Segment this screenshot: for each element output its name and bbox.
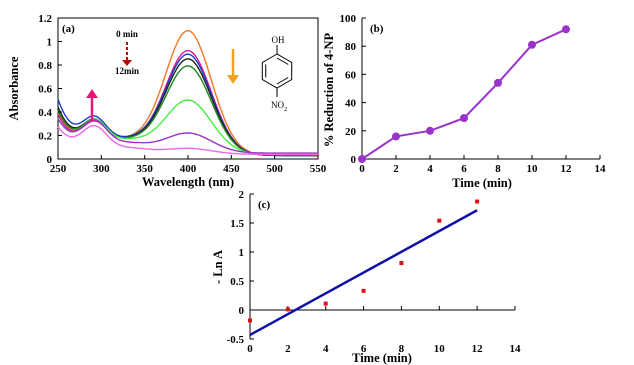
panel-c-ticks: 0 2 4 6 8 10 12 14-0.500.511.52 [227,189,521,355]
panel-b-x-tick-label: 2 [393,163,399,175]
panel-b-label: (b) [370,23,384,35]
panel-a-ticks: 250 300 350 400 450 500 550 0 0.2 0.4 0.6 0.8 1 1.2 [38,13,327,175]
structure-no2-label: NO2 [271,100,287,113]
panel-b-ticks: 0 2 4 6 8 10 12 14 0 20 40 60 80 100 [340,13,607,175]
data-point [285,307,290,312]
panel-a-x-tick-label: 550 [310,163,327,175]
time-dashed-arrow-head [122,60,132,66]
panel-a-y-tick-label: 0.6 [38,84,52,96]
4-nitrophenol-structure: OH NO2 [261,35,293,113]
panel-b-x-axis-label: Time (min) [452,176,512,190]
panel-b-series [358,25,570,163]
time-end-annotation: 12min [115,66,139,76]
panel-a-chart: 250 300 350 400 450 500 550 0 0.2 0.4 0.6 0.8 1 1.2 (… [7,13,327,189]
panel-c-y-tick-label: 0.5 [230,276,244,288]
spectrum-line-1 [57,29,318,157]
panel-b-x-tick-label: 14 [595,163,607,175]
decrease-arrow-head [227,75,239,84]
reduction-point [494,78,502,87]
panel-b-y-tick-label: 80 [345,41,357,53]
panel-a-arrows [86,42,239,121]
spectrum-line-5 [57,65,318,157]
panel-b-x-tick-label: 4 [427,163,433,175]
panel-a-x-tick-label: 350 [136,163,153,175]
reduction-point [358,155,366,163]
data-point [475,199,480,204]
panel-c-x-tick-label: 2 [285,343,291,355]
panel-c-x-tick-label: 0 [247,343,253,355]
reduction-point [562,25,570,34]
panel-c-y-axis-label: - Ln A [211,250,225,284]
panel-a-x-tick-label: 400 [180,163,197,175]
spectrum-line-8 [57,124,318,155]
panel-a-y-tick-label: 1 [47,37,53,49]
panel-c-x-tick-label: 12 [472,343,484,355]
time-start-annotation: 0 min [116,29,138,39]
panel-b-y-tick-label: 60 [345,69,357,81]
panel-a-x-axis-label: Wavelength (nm) [142,175,234,189]
panel-c-x-tick-label: 14 [510,343,522,355]
reduction-point [426,126,434,135]
panel-b-y-tick-label: 0 [351,154,357,166]
increase-arrow-head [86,89,98,98]
panel-c-x-tick-label: 4 [323,343,329,355]
linear-fit-line [249,209,478,337]
panel-c-x-tick-label: 10 [434,343,446,355]
panel-c-x-tick-label: 8 [399,343,405,355]
panel-a-y-tick-label: 0.8 [38,60,52,72]
panel-b-y-tick-label: 100 [340,13,357,25]
structure-oh-label: OH [272,35,285,45]
ring-double-bond [276,57,289,65]
data-point [323,301,328,306]
panel-a-x-tick-label: 250 [50,163,67,175]
panel-c-series [248,199,480,337]
panel-c-y-tick-label: 2 [239,189,245,201]
panel-a-spectra [57,29,318,157]
panel-b-x-tick-label: 10 [527,163,539,175]
panel-a-y-tick-label: 1.2 [38,13,52,25]
panel-c-y-tick-label: 1 [239,247,245,259]
panel-c-label: (c) [258,199,271,211]
ring-double-bond [276,77,289,85]
panel-b-y-axis-label: % Reduction of 4-NP [322,33,336,148]
reduction-point [392,132,400,141]
panel-a-y-tick-label: 0.4 [38,107,52,119]
panel-c-y-tick-label: 1.5 [230,218,244,230]
data-point [399,261,404,266]
panel-a-x-tick-label: 300 [93,163,110,175]
panel-c-x-axis-label: Time (min) [352,351,412,365]
spectrum-line-7 [57,118,318,154]
panel-a-y-tick-label: 0.2 [38,131,52,143]
panel-b-x-tick-label: 0 [359,163,365,175]
panel-b-y-tick-label: 40 [345,98,357,110]
reduction-line [361,28,567,160]
panel-b-chart: 0 2 4 6 8 10 12 14 0 20 40 60 80 100 (b) Time (min) %… [322,13,606,190]
panel-b-x-tick-label: 8 [495,163,501,175]
panel-c-y-tick-label: -0.5 [227,334,245,346]
panel-c-x-tick-label: 6 [361,343,367,355]
panel-c-y-tick-label: 0 [239,305,245,317]
panel-a-y-tick-label: 0 [47,154,53,166]
reduction-point [528,40,536,49]
reduction-point [460,114,468,123]
panel-a-label: (a) [62,23,75,35]
panel-b-x-tick-label: 12 [561,163,573,175]
benzene-ring [261,53,293,89]
panel-c-chart: 0 2 4 6 8 10 12 14-0.500.511.52 (c) Time (min) … [211,189,521,365]
panel-b-y-tick-label: 20 [345,126,357,138]
panel-a-y-axis-label: Absorbance [7,56,21,120]
panel-b-x-tick-label: 6 [461,163,467,175]
data-point [248,318,252,323]
panel-a-x-tick-label: 500 [266,163,283,175]
data-point [437,218,442,223]
data-point [361,288,366,293]
panel-a-x-tick-label: 450 [223,163,240,175]
